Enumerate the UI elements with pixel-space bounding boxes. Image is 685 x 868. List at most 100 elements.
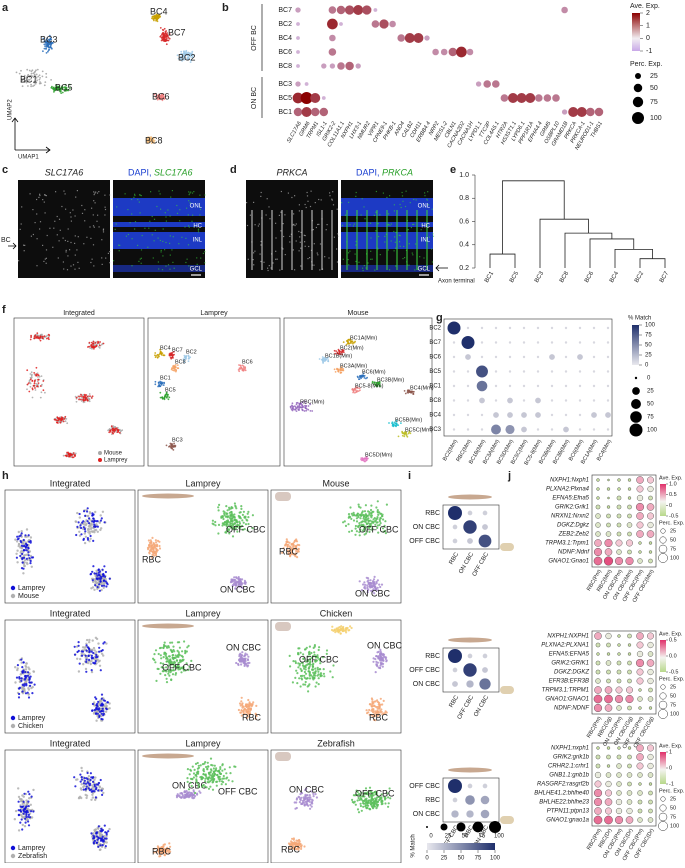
dot: [413, 33, 423, 43]
cell-point: [56, 419, 58, 421]
signal: [49, 228, 50, 229]
cell-point: [155, 381, 157, 383]
signal: [403, 246, 404, 247]
cell-point: [323, 668, 325, 670]
signal: [170, 255, 171, 256]
signal: [125, 193, 126, 194]
cell-point: [91, 794, 93, 796]
cell-point: [89, 531, 91, 533]
signal: [412, 254, 413, 255]
signal: [63, 191, 64, 192]
signal: [320, 243, 321, 244]
cell-point: [101, 713, 103, 715]
cell-point: [89, 784, 91, 786]
cell-point: [76, 778, 78, 780]
dot: [607, 370, 609, 372]
cell-point: [218, 504, 220, 506]
cell-point: [90, 528, 92, 530]
signal: [188, 244, 189, 245]
signal: [412, 253, 413, 254]
cell-point: [241, 654, 243, 656]
cell-point: [21, 818, 23, 820]
cell-point: [22, 85, 24, 87]
cell-point: [87, 520, 89, 522]
layer-label: ONL: [190, 204, 203, 210]
cell-point: [148, 544, 150, 546]
cell-point: [18, 676, 20, 678]
cell-point: [160, 353, 162, 355]
cell-point: [357, 513, 359, 515]
cell-point: [30, 804, 32, 806]
cell-point: [340, 628, 342, 630]
cell-point: [21, 530, 23, 532]
dot: [537, 385, 539, 387]
signal: [321, 199, 322, 200]
legend-dot: [98, 458, 102, 462]
dot: [432, 49, 439, 56]
cell-point: [17, 664, 19, 666]
cell-point: [324, 360, 326, 362]
signal: [394, 236, 395, 237]
cell-point: [85, 788, 87, 790]
cell-point: [155, 680, 157, 682]
signal: [250, 215, 251, 216]
dot: [565, 341, 567, 343]
signal: [32, 209, 33, 210]
cell-point: [168, 675, 170, 677]
cell-point: [91, 520, 93, 522]
signal: [288, 193, 289, 194]
layer-label: HC: [193, 224, 202, 230]
cell-point: [175, 674, 177, 676]
dot: [481, 414, 483, 416]
cell-point: [38, 382, 40, 384]
cell-point: [87, 507, 89, 509]
cell-point: [163, 656, 165, 658]
cell-point: [76, 397, 78, 399]
signal: [315, 202, 316, 203]
cell-point: [76, 526, 78, 528]
dot: [551, 414, 553, 416]
row-label: BC3: [278, 81, 292, 88]
signal: [188, 214, 189, 215]
panel-letter: c: [2, 164, 8, 176]
cell-point: [238, 364, 240, 366]
cell-point: [81, 770, 83, 772]
cell-point: [355, 525, 357, 527]
signal: [38, 197, 39, 198]
signal: [399, 241, 400, 242]
cell-point: [92, 832, 94, 834]
signal: [296, 240, 297, 241]
cell-point: [318, 677, 320, 679]
signal: [345, 215, 346, 216]
cell-point: [247, 656, 249, 658]
cell-point: [87, 772, 89, 774]
signal: [57, 234, 58, 235]
signal: [36, 213, 37, 214]
cell-point: [79, 513, 81, 515]
cell-point: [188, 358, 190, 360]
dot: [462, 336, 475, 349]
signal: [389, 195, 390, 196]
cell-point: [241, 702, 243, 704]
cell-point: [83, 782, 85, 784]
cell-point: [235, 662, 237, 664]
signal: [147, 247, 148, 248]
cell-point: [112, 433, 114, 435]
cell-point: [23, 661, 25, 663]
signal: [391, 223, 392, 224]
signal: [299, 236, 300, 237]
cell-point: [28, 793, 30, 795]
cell-point: [154, 383, 156, 385]
signal: [135, 221, 136, 222]
cell-point: [222, 518, 224, 520]
legend-dot: [634, 84, 642, 92]
cell-point: [90, 772, 92, 774]
cell-point: [300, 406, 302, 408]
image-title: DAPI,: [356, 167, 380, 177]
cell-point: [28, 824, 30, 826]
cell-point: [319, 668, 321, 670]
signal: [285, 254, 286, 255]
dot: [535, 398, 541, 404]
signal: [337, 209, 338, 210]
signal: [200, 258, 201, 259]
